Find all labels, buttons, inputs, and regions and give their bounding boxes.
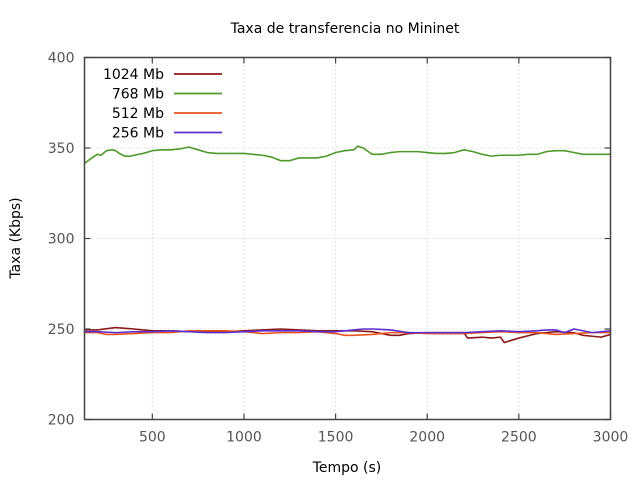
x-tick-label: 2500 xyxy=(501,430,537,446)
grid xyxy=(84,57,611,420)
series-line-256-mb xyxy=(83,328,612,334)
chart-title: Taxa de transferencia no Mininet xyxy=(230,21,460,37)
series-line-768-mb xyxy=(83,145,612,165)
series-line-512-mb xyxy=(83,330,612,337)
y-tick-label: 200 xyxy=(48,413,75,429)
legend-label-256-mb: 256 Mb xyxy=(112,126,164,142)
y-axis-title: Taxa (Kbps) xyxy=(8,197,24,279)
legend: 1024 Mb 768 Mb 512 Mb 256 Mb xyxy=(103,67,222,142)
y-tick-label: 350 xyxy=(48,141,75,157)
ticks: 500 1000 1500 2000 2500 3000 200 250 300 350 400 xyxy=(48,51,629,446)
x-tick-label: 2000 xyxy=(409,430,445,446)
x-tick-label: 3000 xyxy=(593,430,629,446)
x-tick-label: 1500 xyxy=(318,430,354,446)
x-axis-title: Tempo (s) xyxy=(312,460,382,476)
y-tick-label: 400 xyxy=(48,51,75,67)
y-tick-label: 300 xyxy=(48,232,75,248)
series-group xyxy=(83,145,612,344)
legend-label-1024-mb: 1024 Mb xyxy=(103,67,164,83)
x-tick-label: 500 xyxy=(139,430,166,446)
x-tick-label: 1000 xyxy=(226,430,262,446)
y-tick-label: 250 xyxy=(48,322,75,338)
legend-label-768-mb: 768 Mb xyxy=(112,87,164,103)
legend-label-512-mb: 512 Mb xyxy=(112,106,164,122)
